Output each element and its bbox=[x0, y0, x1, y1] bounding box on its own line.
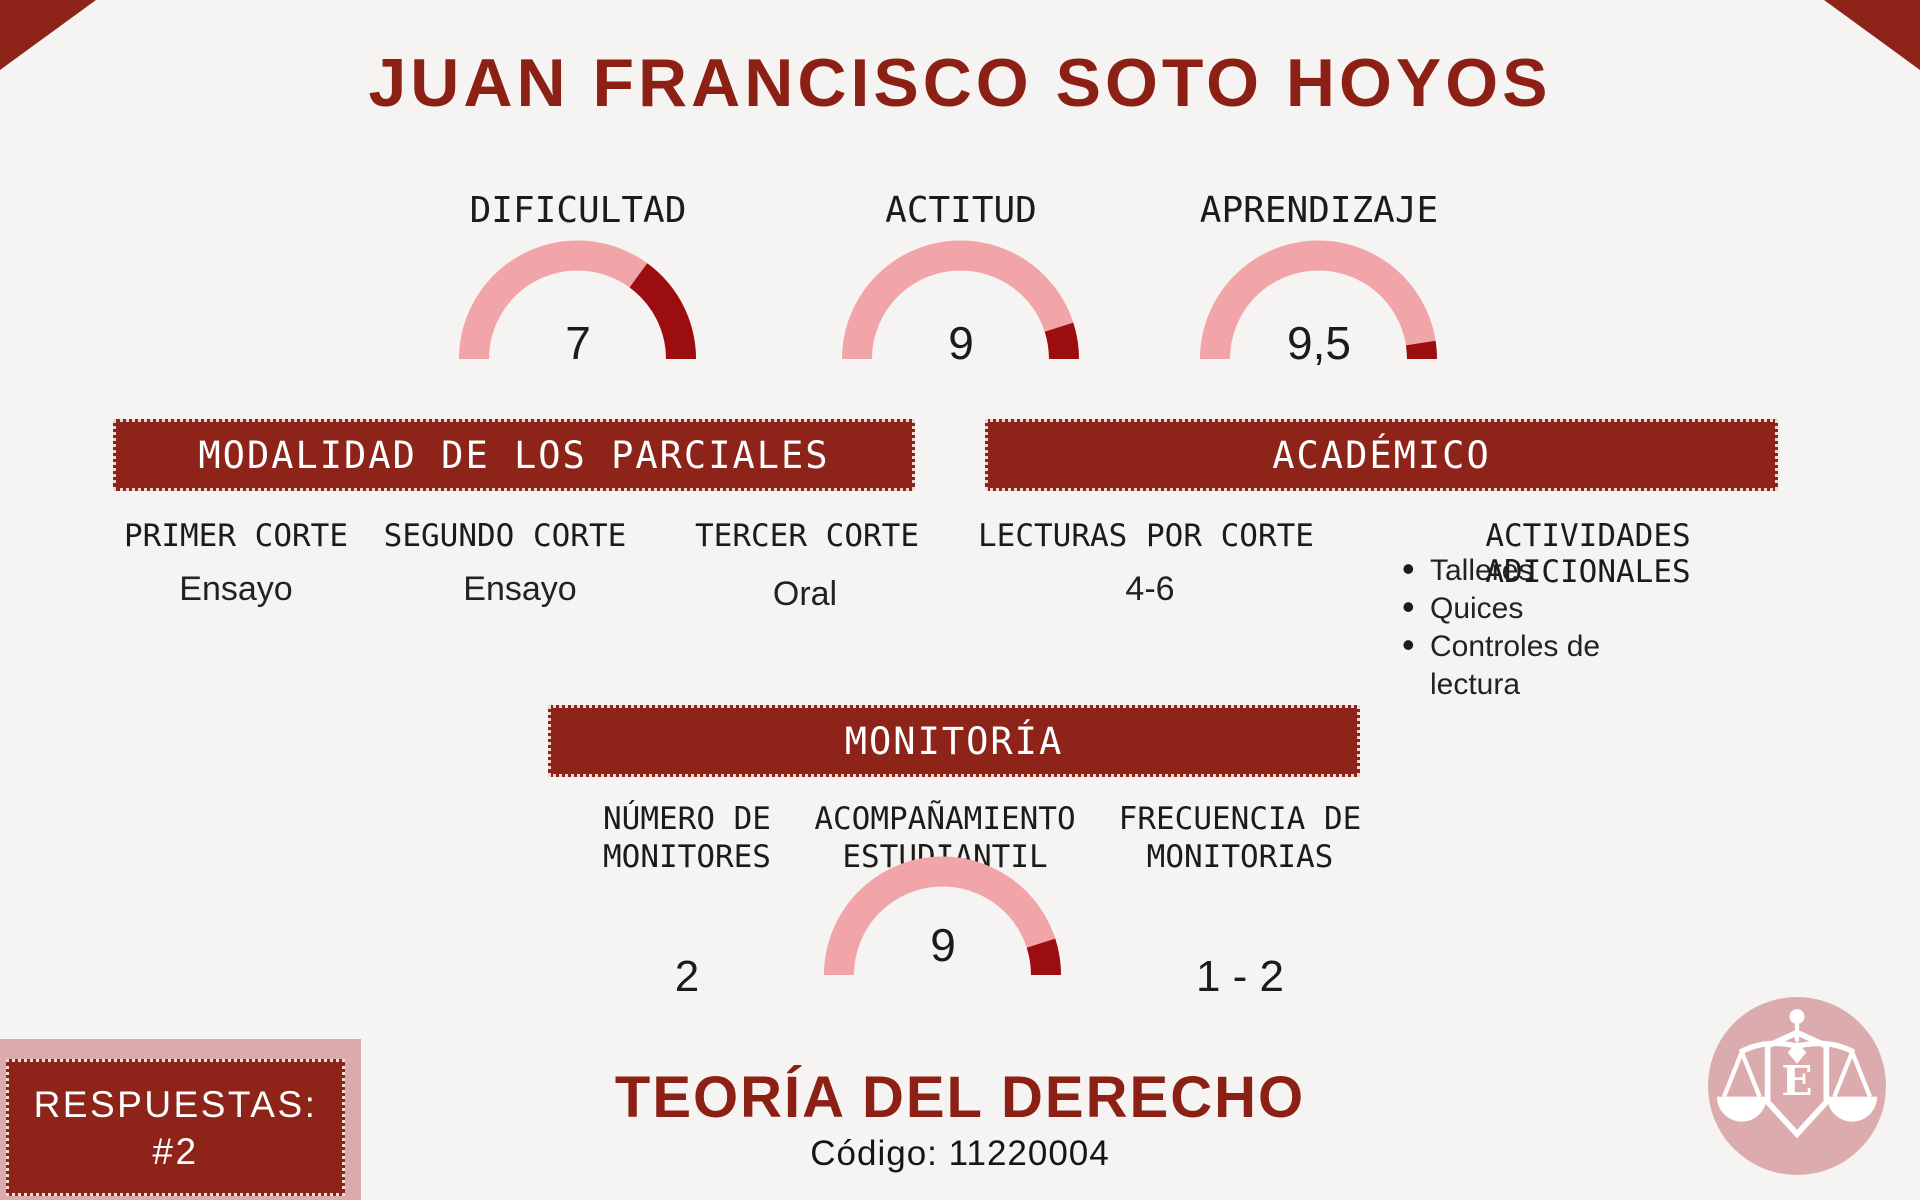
column-value-frecuencia: 1 - 2 bbox=[1195, 952, 1285, 1001]
respuestas-number: #2 bbox=[152, 1130, 199, 1172]
column-label-frecuencia: FRECUENCIA DE MONITORIAS bbox=[1080, 800, 1400, 876]
gauge-acompanamiento-value: 9 bbox=[930, 919, 956, 971]
column-label-primer-corte: PRIMER CORTE bbox=[124, 518, 348, 554]
column-value-tercer-corte: Oral bbox=[772, 575, 838, 613]
gauge-aprendizaje-label: APRENDIZAJE bbox=[1199, 190, 1439, 231]
page-title: JUAN FRANCISCO SOTO HOYOS bbox=[368, 45, 1552, 121]
column-label-numero-monitores: NÚMERO DE MONITORES bbox=[527, 800, 847, 876]
gauge-actitud-label: ACTITUD bbox=[885, 190, 1037, 231]
column-label-segundo-corte: SEGUNDO CORTE bbox=[383, 518, 627, 554]
column-value-numero-monitores: 2 bbox=[674, 952, 700, 1001]
label-line: ACOMPAÑAMIENTO bbox=[814, 801, 1076, 837]
gauge-dificultad-label: DIFICULTAD bbox=[469, 190, 687, 231]
column-value-lecturas: 4-6 bbox=[1125, 570, 1175, 608]
section-header-modalidad: MODALIDAD DE LOS PARCIALES bbox=[113, 419, 915, 491]
gauge-aprendizaje-arc bbox=[1200, 240, 1437, 360]
label-line: NÚMERO DE bbox=[603, 801, 771, 837]
list-item: Controles de lectura bbox=[1400, 626, 1690, 704]
gauge-aprendizaje-value: 9,5 bbox=[1287, 317, 1351, 369]
scales-of-justice-logo: E bbox=[1708, 997, 1886, 1175]
label-line: MONITORES bbox=[603, 839, 771, 875]
column-label-acompanamiento: ACOMPAÑAMIENTO ESTUDIANTIL bbox=[785, 800, 1105, 876]
section-header-monitoria: MONITORÍA bbox=[548, 705, 1360, 777]
column-label-tercer-corte: TERCER CORTE bbox=[695, 518, 919, 554]
logo-letter: E bbox=[1781, 1057, 1812, 1105]
respuestas-badge: RESPUESTAS: #2 bbox=[6, 1059, 345, 1196]
section-header-academico: ACADÉMICO bbox=[985, 419, 1778, 491]
course-code: Código: 11220004 bbox=[810, 1134, 1110, 1173]
gauge-actitud-arc bbox=[842, 240, 1079, 360]
gauge-dificultad-arc bbox=[459, 240, 696, 360]
list-item: Quices bbox=[1400, 588, 1690, 628]
list-item: Talleres bbox=[1400, 550, 1690, 590]
label-line: MONITORIAS bbox=[1146, 839, 1334, 875]
gauge-actitud-value: 9 bbox=[948, 317, 974, 369]
respuestas-label: RESPUESTAS: bbox=[33, 1083, 318, 1125]
column-value-primer-corte: Ensayo bbox=[179, 570, 293, 608]
gauge-dificultad-value: 7 bbox=[565, 317, 591, 369]
label-line: FRECUENCIA DE bbox=[1118, 801, 1362, 837]
column-label-lecturas: LECTURAS POR CORTE bbox=[978, 518, 1314, 554]
course-title: TEORÍA DEL DERECHO bbox=[614, 1065, 1306, 1130]
gauge-acompanamiento-arc bbox=[824, 856, 1061, 976]
column-value-segundo-corte: Ensayo bbox=[463, 570, 577, 608]
actividades-list: Talleres Quices Controles de lectura bbox=[1400, 550, 1690, 704]
